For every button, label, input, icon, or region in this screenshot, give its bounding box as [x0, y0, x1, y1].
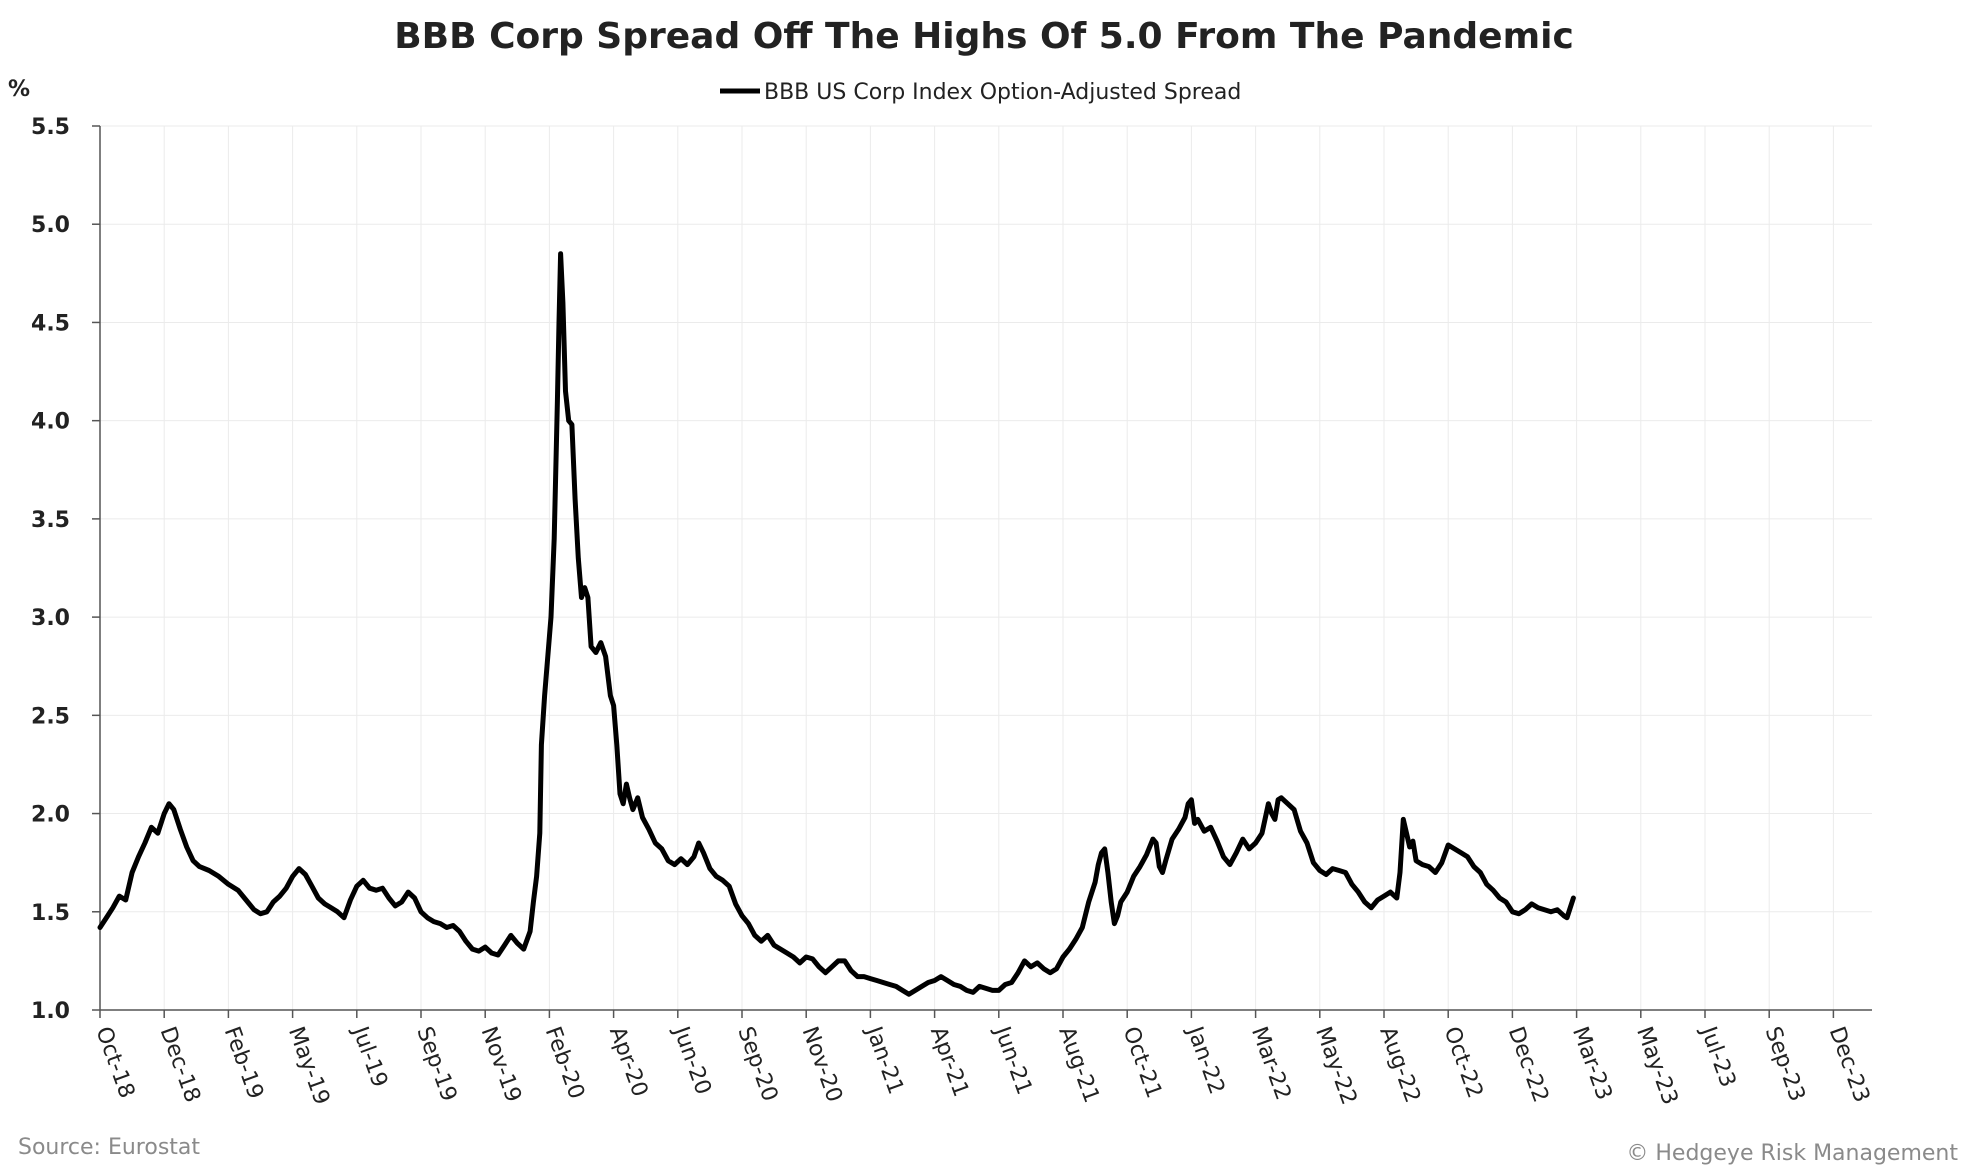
y-tick-label: 5.5 — [31, 115, 70, 140]
y-tick-label: 1.0 — [31, 999, 70, 1024]
x-tick-label: Jul-23 — [1695, 1022, 1741, 1091]
series-line-bbb-oas[interactable] — [97, 251, 1576, 997]
x-tick-label: Sep-23 — [1760, 1024, 1810, 1105]
x-tick-label: Oct-22 — [1439, 1024, 1488, 1102]
y-axis-ticks: 1.0 1.5 2.0 2.5 3.0 3.5 4.0 4.5 5.0 5.5 — [31, 115, 100, 1024]
x-tick-label: Aug-21 — [1053, 1024, 1103, 1107]
x-tick-label: Oct-18 — [90, 1024, 139, 1102]
x-tick-label: Mar-23 — [1567, 1024, 1617, 1104]
y-tick-label: 3.5 — [31, 508, 70, 533]
x-tick-label: May-19 — [283, 1024, 334, 1109]
x-tick-label: Nov-20 — [797, 1024, 847, 1106]
x-tick-label: Nov-19 — [476, 1024, 526, 1106]
x-tick-label: Jan-22 — [1181, 1022, 1229, 1098]
x-tick-label: Feb-19 — [219, 1024, 268, 1103]
source-note: Source: Eurostat — [18, 1135, 200, 1160]
legend-label[interactable]: BBB US Corp Index Option-Adjusted Spread — [764, 80, 1241, 105]
y-tick-label: 5.0 — [31, 213, 70, 238]
y-tick-label: 3.0 — [31, 606, 70, 631]
x-tick-label: Dec-22 — [1503, 1024, 1553, 1106]
y-tick-label: 4.0 — [31, 410, 70, 435]
x-tick-label: Jun-20 — [667, 1022, 715, 1099]
y-tick-label: 2.5 — [31, 704, 70, 729]
x-tick-label: Apr-21 — [925, 1024, 973, 1101]
x-tick-label: Sep-19 — [411, 1024, 461, 1105]
x-tick-label: Jan-21 — [860, 1022, 908, 1098]
x-tick-label: Apr-20 — [604, 1024, 652, 1101]
x-tick-label: Jun-21 — [988, 1022, 1036, 1099]
chart-title: BBB Corp Spread Off The Highs Of 5.0 Fro… — [394, 16, 1574, 57]
x-tick-label: Dec-23 — [1824, 1024, 1874, 1106]
x-tick-label: May-23 — [1631, 1024, 1682, 1109]
y-tick-label: 2.0 — [31, 803, 70, 828]
gridlines — [99, 125, 1872, 1011]
x-axis-ticks: Oct-18 Dec-18 Feb-19 May-19 Jul-19 Sep-19 Nov-… — [90, 1010, 1874, 1108]
y-tick-label: 4.5 — [31, 311, 70, 336]
x-tick-label: Feb-20 — [540, 1024, 589, 1103]
x-tick-label: Jul-19 — [346, 1022, 392, 1091]
x-tick-label: Oct-21 — [1118, 1024, 1167, 1102]
copyright-note: © Hedgeye Risk Management — [1626, 1141, 1958, 1166]
y-tick-label: 1.5 — [31, 901, 70, 926]
x-tick-label: Sep-20 — [732, 1024, 782, 1105]
y-axis-unit-label: % — [8, 77, 30, 102]
x-tick-label: Dec-18 — [155, 1024, 205, 1106]
x-tick-label: May-22 — [1310, 1024, 1361, 1109]
x-tick-label: Mar-22 — [1246, 1024, 1296, 1104]
x-tick-label: Aug-22 — [1374, 1024, 1424, 1107]
